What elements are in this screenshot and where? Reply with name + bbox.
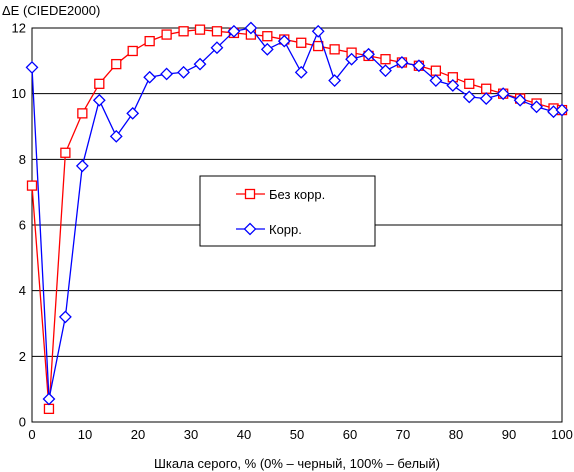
x-tick-label-0: 0: [28, 427, 35, 442]
x-tick-label-10: 100: [551, 427, 573, 442]
y-axis-label: ΔE (CIEDE2000): [2, 3, 100, 18]
series-2-point-26: [462, 90, 476, 104]
x-tick-label-4: 40: [237, 427, 251, 442]
plot-area: [31, 27, 563, 423]
legend-label-series-1: Без корр.: [269, 187, 325, 202]
series-2-point-32: [555, 103, 569, 117]
series-1-point-8: [161, 29, 172, 40]
series-2-point-7: [143, 70, 157, 84]
series-1-point-5: [111, 58, 122, 70]
x-tick-label-7: 70: [396, 427, 410, 442]
y-tick-labels: 0 2 4 6 8 10 12: [12, 21, 26, 430]
series-2-point-2: [58, 310, 72, 324]
series-2-point-19: [345, 52, 359, 66]
legend-marker-series-1: [244, 188, 256, 200]
x-tick-label-6: 60: [343, 427, 357, 442]
series-1-point-9: [178, 26, 189, 37]
series-layer: [25, 21, 569, 415]
series-1-point-2: [60, 147, 71, 158]
series-1-point-4: [94, 78, 105, 89]
series-2-point-8: [160, 67, 174, 81]
legend-box: [199, 175, 376, 247]
legend: Без корр. Корр.: [199, 175, 376, 247]
series-2-point-3: [75, 159, 89, 173]
x-axis-label: Шкала серого, % (0% – черный, 100% – бел…: [154, 456, 440, 471]
series-2-point-28: [496, 87, 510, 101]
series-2-point-0: [25, 60, 39, 74]
x-tick-label-3: 30: [184, 427, 198, 442]
series-2-point-22: [395, 56, 409, 69]
series-2-point-12: [227, 24, 241, 38]
series-2-point-5: [109, 129, 123, 143]
x-tick-label-8: 80: [449, 427, 463, 442]
series-2-point-21: [379, 64, 392, 78]
legend-marker-series-2: [243, 222, 257, 236]
series-1-point-3: [77, 108, 88, 119]
series-2-point-15: [277, 34, 291, 48]
series-2-point-18: [328, 74, 342, 87]
series-1-point-24: [430, 65, 442, 76]
series-1-point-14: [262, 31, 273, 42]
series-2-point-20: [362, 47, 375, 61]
y-tick-label-5: 10: [12, 86, 26, 101]
y-tick-label-3: 6: [19, 218, 26, 233]
series-2-point-29: [513, 93, 527, 107]
series-2-point-1: [42, 392, 56, 406]
series-2-point-9: [177, 65, 190, 79]
series-2-point-23: [412, 59, 426, 73]
series-1-point-21: [380, 54, 391, 65]
series-1-point-10: [194, 24, 206, 35]
series-2-point-13: [244, 21, 258, 35]
series-2-point-16: [294, 65, 308, 79]
series-1-point-7: [144, 35, 155, 47]
y-tick-label-1: 2: [19, 349, 26, 364]
series-1-point-26: [464, 78, 475, 89]
x-tick-label-2: 20: [131, 427, 145, 442]
series-2-point-10: [193, 57, 207, 71]
y-tick-label-4: 8: [19, 152, 26, 167]
series-2-point-17: [311, 24, 325, 38]
series-2-point-6: [126, 106, 140, 120]
legend-label-series-2: Корр.: [269, 222, 302, 237]
x-tick-label-5: 50: [290, 427, 304, 442]
series-2-point-30: [530, 100, 543, 114]
series-1-point-11: [211, 26, 223, 37]
series-1-point-27: [481, 83, 492, 94]
series-2-point-25: [446, 79, 460, 92]
x-tick-labels: 0 10 20 30 40 50 60 70 80 90 100: [28, 427, 572, 442]
y-tick-label-6: 12: [12, 21, 26, 36]
series-2: [25, 21, 569, 406]
series-2-point-27: [479, 92, 493, 106]
y-tick-label-2: 4: [19, 283, 26, 298]
series-1-point-1: [43, 403, 55, 415]
series-2-point-11: [210, 41, 224, 55]
y-tick-label-0: 0: [19, 415, 26, 430]
series-2-point-14: [260, 42, 274, 56]
series-2-point-4: [92, 93, 106, 107]
series-1-point-17: [313, 40, 324, 52]
series-1-point-6: [127, 45, 138, 57]
x-tick-label-9: 90: [502, 427, 516, 442]
series-1-point-16: [296, 37, 307, 48]
series-2-point-24: [429, 74, 443, 87]
x-tick-label-1: 10: [78, 427, 92, 442]
series-1-point-0: [26, 180, 38, 191]
series-1-point-18: [329, 44, 340, 55]
